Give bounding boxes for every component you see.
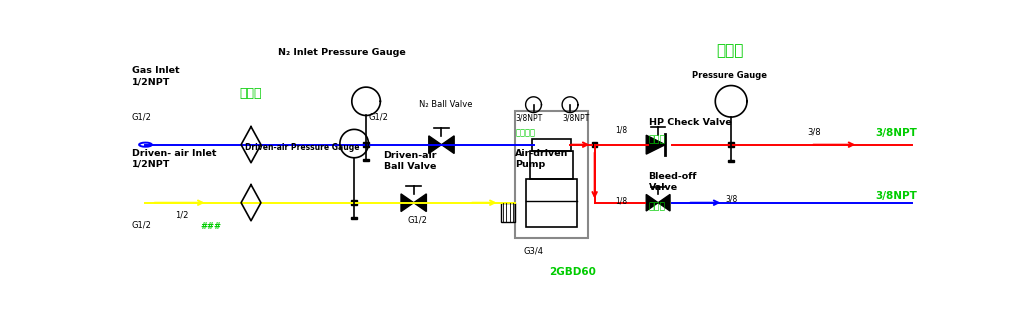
Text: G3/4: G3/4 (523, 247, 543, 256)
Text: Driven-air
Ball Valve: Driven-air Ball Valve (383, 151, 436, 171)
Bar (364, 159, 369, 161)
Text: Air-driven
Pump: Air-driven Pump (515, 148, 568, 169)
Bar (728, 142, 734, 147)
Bar (526, 179, 578, 227)
Text: 截止阀: 截止阀 (648, 136, 666, 145)
Text: 3/8NPT: 3/8NPT (563, 114, 590, 123)
Text: HP Check Valve: HP Check Valve (648, 118, 731, 127)
Text: 气驱气泵: 气驱气泵 (515, 128, 536, 137)
Polygon shape (646, 194, 658, 211)
Text: N₂ Ball Valve: N₂ Ball Valve (419, 99, 472, 109)
Text: Driven- air Inlet
1/2NPT: Driven- air Inlet 1/2NPT (132, 148, 216, 169)
Bar (351, 200, 357, 205)
Text: G1/2: G1/2 (408, 216, 428, 224)
Text: 2GBD60: 2GBD60 (549, 267, 596, 277)
Bar (351, 217, 357, 219)
Polygon shape (429, 136, 441, 153)
Text: 3/8NPT: 3/8NPT (515, 114, 543, 123)
Bar (532, 139, 571, 151)
Polygon shape (646, 135, 666, 154)
Text: Gas Inlet
1/2NPT: Gas Inlet 1/2NPT (132, 66, 179, 86)
Text: 3/8NPT: 3/8NPT (876, 128, 918, 138)
Text: Driven-air Pressure Gauge: Driven-air Pressure Gauge (246, 143, 359, 152)
Text: Bleed-off
Valve: Bleed-off Valve (648, 172, 697, 192)
Bar (515, 111, 588, 238)
Text: Pressure Gauge: Pressure Gauge (692, 71, 767, 80)
Text: 过滤器: 过滤器 (240, 87, 262, 99)
Text: 1/8: 1/8 (615, 196, 628, 205)
Text: N₂ Inlet Pressure Gauge: N₂ Inlet Pressure Gauge (279, 48, 407, 57)
Text: ###: ### (201, 222, 222, 231)
Bar (592, 142, 597, 147)
Text: 溢压阀: 溢压阀 (648, 203, 666, 212)
Text: G1/2: G1/2 (368, 113, 388, 121)
Text: 3/8NPT: 3/8NPT (876, 191, 918, 201)
Text: G1/2: G1/2 (132, 221, 152, 230)
Polygon shape (441, 136, 455, 153)
Bar (364, 142, 369, 147)
Bar (501, 203, 515, 222)
Text: 1/8: 1/8 (615, 125, 628, 134)
Bar (728, 160, 734, 162)
Polygon shape (401, 194, 414, 211)
Text: G1/2: G1/2 (132, 113, 152, 121)
Text: 压力表: 压力表 (716, 43, 743, 58)
Polygon shape (658, 194, 670, 211)
Polygon shape (414, 194, 426, 211)
Bar (530, 151, 573, 179)
Text: 3/8: 3/8 (725, 195, 737, 204)
Text: 1/2: 1/2 (175, 210, 188, 219)
Text: 3/8: 3/8 (808, 128, 821, 137)
